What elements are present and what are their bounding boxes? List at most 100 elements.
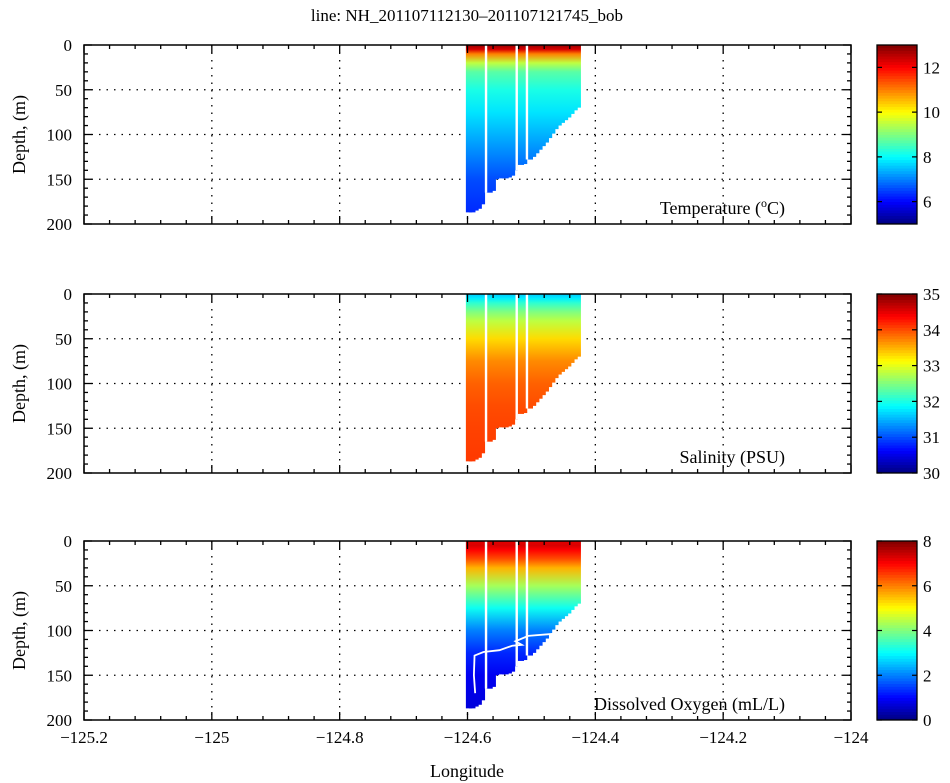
colorbar-cell [877,126,917,130]
colorbar-cell [877,549,917,553]
y-tick-label: 200 [47,215,73,234]
colorbar-cell [877,383,917,387]
colorbar-cell [877,596,917,601]
colorbar-cell [877,128,917,133]
cast-column [478,45,486,205]
colorbar-cell [877,669,917,673]
colorbar-cell [877,697,917,701]
colorbar-cell [877,112,917,116]
y-tick-label: 50 [55,577,72,596]
x-tick-label: −125 [194,728,229,747]
colorbar-cell [877,363,917,368]
colorbar-cell [877,400,917,404]
colorbar-cell [877,86,917,91]
colorbar-cell [877,563,917,567]
colorbar-cell [877,464,917,468]
colorbar-cell [877,624,917,629]
colorbar-cell [877,380,917,384]
colorbar-cell [877,652,917,657]
colorbar-cell [877,622,917,626]
colorbar-cell [877,391,917,396]
y-axis-label: Depth, (m) [9,591,30,670]
colorbar-cell [877,647,917,651]
colorbar-cell [877,56,917,60]
colorbar-cell [877,366,917,370]
colorbar-temperature: 6 8 10 12 [876,44,940,225]
colorbar-cell [877,389,917,393]
colorbar-cell [877,179,917,183]
colorbar-cell [877,296,917,300]
colorbar-cell [877,148,917,152]
colorbar-cell [877,439,917,443]
colorbar-cell [877,411,917,415]
y-axis-label: Depth, (m) [9,344,30,423]
colorbar-tick-label: 4 [923,622,932,641]
colorbar-tick-label: 31 [923,428,940,447]
colorbar-cell [877,711,917,715]
y-tick-label: 0 [64,532,73,551]
cast-column [478,294,486,454]
cast-column [478,541,486,701]
colorbar-cell [877,324,917,328]
colorbar-cell [877,655,917,659]
cast-column [520,541,528,661]
colorbar-tick-label: 8 [923,148,932,167]
colorbar-cell [877,394,917,398]
x-tick-label: −124.6 [444,728,492,747]
colorbar-cell [877,53,917,57]
colorbar-cell [877,58,917,63]
colorbar-cell [877,683,917,687]
colorbar-cell [877,403,917,407]
colorbar-cell [877,159,917,163]
panel-salinity: 0 50 100 150 200 Depth, (m) Salinity (PSU) 30 31… [9,285,941,483]
colorbar-cell [877,369,917,373]
colorbar-tick-label: 12 [923,58,940,77]
colorbar-cell [877,156,917,161]
colorbar-cell [877,120,917,124]
colorbar-cell [877,461,917,466]
colorbar-cell [877,162,917,166]
colorbar-cell [877,154,917,158]
colorbar-cell [877,425,917,429]
colorbar-cell [877,633,917,637]
colorbar-cell [877,610,917,615]
colorbar-cell [877,173,917,177]
colorbar-cell [877,372,917,376]
colorbar-frame [876,293,918,474]
colorbar-cell [877,641,917,645]
colorbar-cell [877,335,917,340]
colorbar-cell [877,417,917,421]
colorbar-cell [877,453,917,457]
colorbar-cell [877,447,917,452]
colorbar-cell [877,176,917,180]
colorbar-cell [877,700,917,704]
colorbar-cell [877,67,917,71]
colorbar-tick-label: 2 [923,666,932,685]
colorbar-cell [877,571,917,575]
panel-temperature: 0 50 100 150 200 Depth, (m) Temperature (oC) 6 8… [9,36,940,234]
panel-label: Salinity (PSU) [679,447,785,468]
colorbar-cell [877,98,917,102]
colorbar-cell [877,661,917,665]
colorbar-cell [877,321,917,326]
colorbar-tick-label: 33 [923,357,940,376]
colorbar-cell [877,717,917,721]
colorbar-cell [877,361,917,365]
colorbar-cell [877,706,917,710]
cast-column [574,541,581,604]
colorbar-cell [877,608,917,612]
colorbar-cell [877,347,917,351]
colorbar-cell [877,445,917,449]
colorbar-cell [877,678,917,682]
colorbar-cell [877,204,917,208]
colorbar-cell [877,221,917,225]
colorbar-cell [877,355,917,359]
colorbar-cell [877,619,917,623]
x-tick-label: −125.2 [60,728,108,747]
colorbar-cell [877,145,917,149]
colorbar-cell [877,89,917,93]
colorbar-cell [877,151,917,155]
colorbar-cell [877,47,917,51]
colorbar-tick-label: 0 [923,711,932,730]
